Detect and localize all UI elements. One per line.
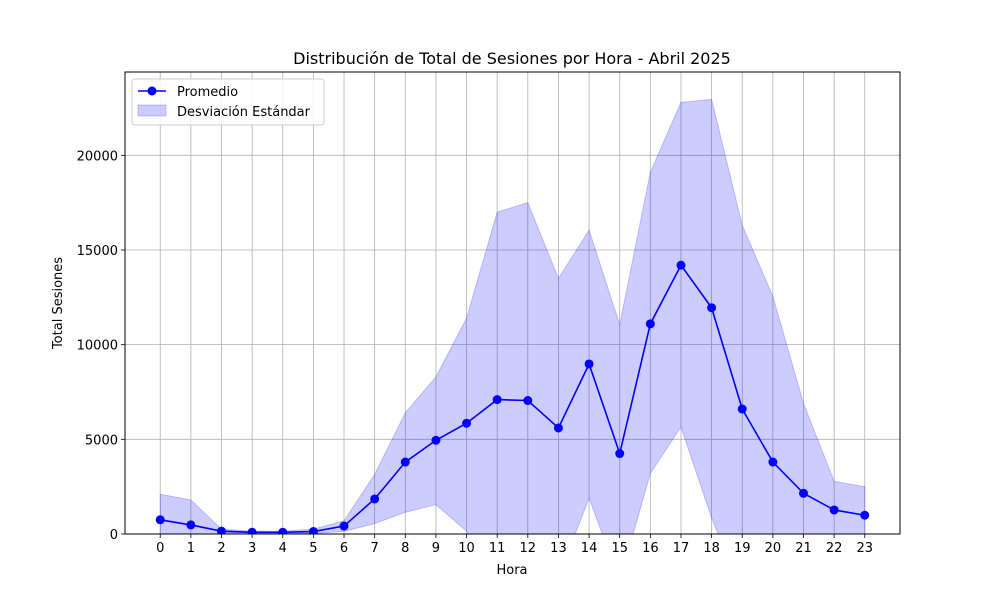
y-axis-ticks: 0 5000 10000 15000 20000 <box>77 149 125 543</box>
std-band-layer <box>159 98 866 534</box>
mean-point <box>584 359 594 369</box>
x-tick-label: 10 <box>458 541 475 556</box>
y-tick-label: 10000 <box>77 339 118 354</box>
plot-frame <box>124 71 901 535</box>
x-tick-label: 5 <box>309 541 317 556</box>
mean-point <box>370 494 380 504</box>
legend-box <box>131 78 325 126</box>
y-tick-label: 5000 <box>85 433 118 448</box>
x-tick-label: 14 <box>581 541 598 556</box>
y-tick-label: 0 <box>110 528 118 543</box>
x-tick-label: 13 <box>550 541 567 556</box>
x-axis-title: Hora <box>496 563 527 578</box>
x-tick-label: 11 <box>489 541 506 556</box>
legend-label-desviacion: Desviación Estándar <box>177 105 311 120</box>
y-tick-label: 15000 <box>77 244 118 259</box>
x-tick-label: 12 <box>520 541 537 556</box>
x-tick-label: 21 <box>795 541 812 556</box>
mean-point <box>462 418 472 428</box>
mean-point <box>400 457 410 467</box>
mean-line <box>160 263 865 534</box>
mean-point <box>155 515 165 525</box>
mean-point <box>308 527 318 534</box>
x-tick-label: 18 <box>703 541 720 556</box>
mean-point <box>339 521 349 531</box>
x-tick-label: 4 <box>279 541 287 556</box>
mean-point <box>676 260 686 270</box>
mean-point <box>645 319 655 329</box>
mean-point <box>860 510 870 520</box>
x-tick-label: 0 <box>156 541 164 556</box>
legend: Promedio Desviación Estándar <box>131 78 325 126</box>
y-tick-label: 20000 <box>77 149 118 164</box>
mean-point <box>768 457 778 467</box>
x-tick-label: 16 <box>642 541 659 556</box>
chart-title: Distribución de Total de Sesiones por Ho… <box>293 49 731 68</box>
mean-point <box>737 404 747 414</box>
x-tick-label: 6 <box>340 541 348 556</box>
mean-line-layer <box>155 260 870 534</box>
y-axis-title: Total Sesiones <box>51 257 66 350</box>
x-tick-label: 19 <box>734 541 751 556</box>
x-axis-ticks: 0 1 2 3 4 5 6 7 8 9 10 11 12 13 14 15 16 17 18 19 20 21 22 23 <box>156 534 873 556</box>
mean-point <box>186 520 196 530</box>
x-tick-label: 9 <box>432 541 440 556</box>
x-tick-label: 23 <box>856 541 873 556</box>
mean-point <box>278 527 288 534</box>
legend-band-swatch <box>137 104 167 117</box>
legend-marker-swatch <box>147 86 157 96</box>
x-tick-label: 2 <box>217 541 225 556</box>
mean-point <box>523 396 533 406</box>
std-band <box>159 98 866 534</box>
mean-point <box>553 423 563 433</box>
x-tick-label: 20 <box>765 541 782 556</box>
mean-point <box>615 449 625 459</box>
x-tick-label: 7 <box>371 541 379 556</box>
mean-point <box>216 526 226 534</box>
x-tick-label: 22 <box>826 541 843 556</box>
x-tick-label: 8 <box>401 541 409 556</box>
mean-point <box>431 435 441 445</box>
mean-point <box>707 303 717 313</box>
x-tick-label: 1 <box>187 541 195 556</box>
mean-point <box>247 527 257 534</box>
mean-point <box>799 488 809 498</box>
mean-point <box>492 395 502 405</box>
x-tick-label: 3 <box>248 541 256 556</box>
legend-label-promedio: Promedio <box>177 85 238 100</box>
x-tick-label: 15 <box>611 541 628 556</box>
x-tick-label: 17 <box>673 541 690 556</box>
mean-point <box>829 505 839 515</box>
